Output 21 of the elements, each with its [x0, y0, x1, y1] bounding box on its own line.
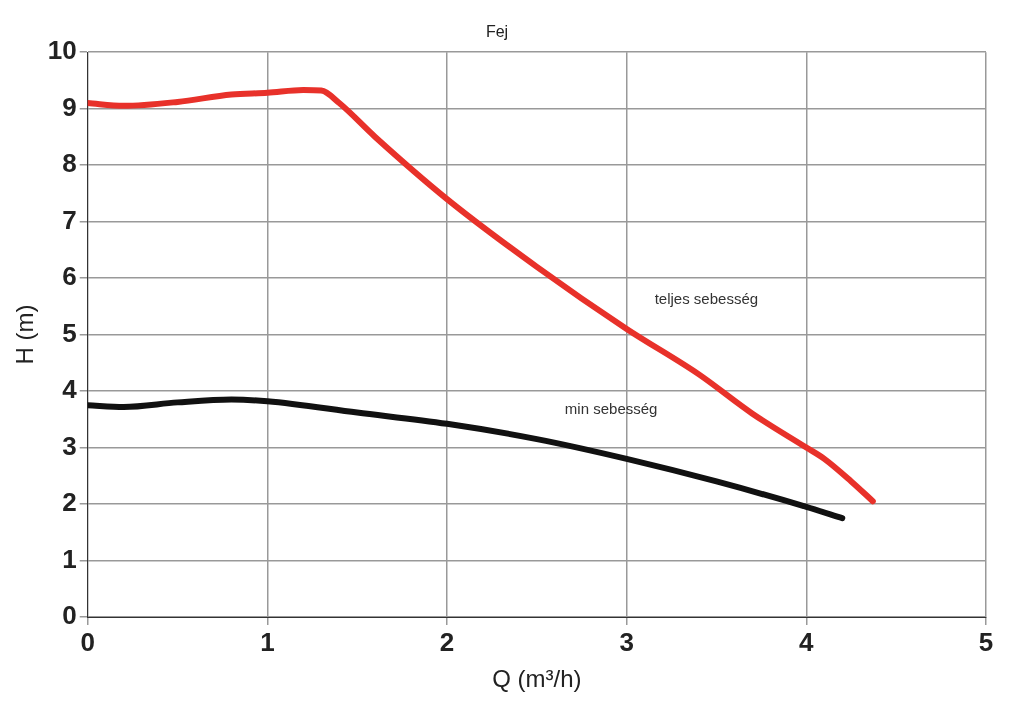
y-tick-label: 2 — [62, 487, 77, 518]
x-tick-label: 1 — [260, 626, 275, 657]
y-tick-label: 9 — [62, 91, 77, 122]
y-axis-title: H (m) — [11, 304, 39, 365]
y-tick-label: 6 — [62, 261, 77, 292]
y-tick-label: 3 — [62, 430, 77, 461]
x-tick-label: 4 — [799, 626, 815, 657]
y-tick-label: 0 — [62, 600, 77, 631]
y-tick-label: 5 — [62, 317, 77, 348]
y-tick-label: 10 — [47, 35, 77, 66]
chart-title: Fej — [485, 23, 509, 41]
text: teljes sebesség — [654, 289, 759, 307]
x-axis-title: Q (m³/h) — [492, 665, 582, 693]
y-tick-label: 4 — [62, 374, 78, 405]
y-tick-label: 1 — [62, 543, 77, 574]
x-tick-label: 5 — [978, 626, 994, 657]
series-label: min sebesség — [564, 399, 658, 417]
y-tick-label: 7 — [62, 204, 77, 235]
x-tick-label: 3 — [619, 626, 634, 657]
y-tick-label: 8 — [62, 148, 77, 179]
x-tick-label: 2 — [439, 626, 455, 657]
